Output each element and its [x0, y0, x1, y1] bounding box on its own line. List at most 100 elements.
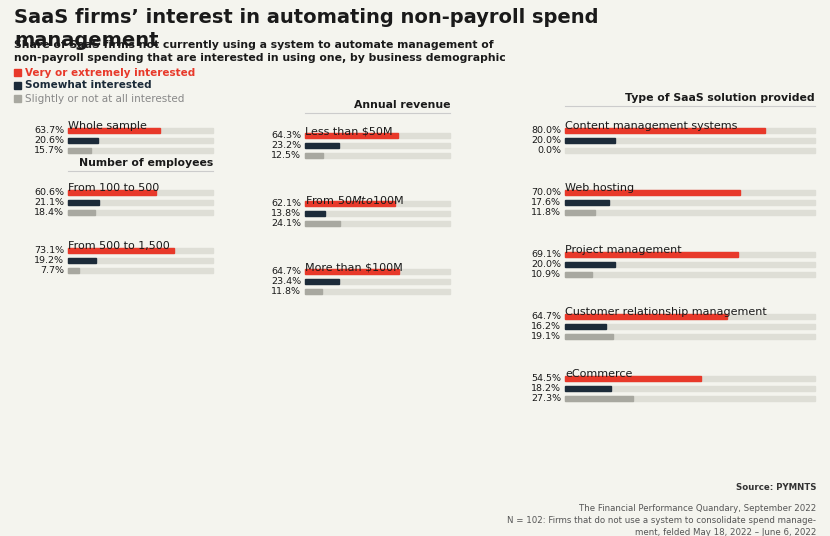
Text: From $50M to $100M: From $50M to $100M: [305, 194, 404, 206]
Text: Annual revenue: Annual revenue: [354, 100, 450, 110]
Bar: [68, 248, 213, 253]
Bar: [565, 190, 815, 195]
Bar: [68, 190, 156, 195]
Bar: [305, 279, 450, 284]
Text: Web hosting: Web hosting: [565, 183, 634, 193]
Bar: [565, 128, 765, 133]
Text: 11.8%: 11.8%: [531, 208, 561, 217]
Text: 17.6%: 17.6%: [531, 198, 561, 207]
Text: 23.2%: 23.2%: [271, 141, 301, 150]
Bar: [305, 289, 322, 294]
Text: 18.2%: 18.2%: [531, 384, 561, 393]
Bar: [68, 258, 213, 263]
Text: 19.2%: 19.2%: [34, 256, 64, 265]
Text: Less than $50M: Less than $50M: [305, 126, 393, 136]
Bar: [565, 262, 815, 267]
Bar: [305, 221, 450, 226]
Text: 10.9%: 10.9%: [531, 270, 561, 279]
Text: 64.3%: 64.3%: [271, 131, 301, 140]
Text: 18.4%: 18.4%: [34, 208, 64, 217]
Text: 64.7%: 64.7%: [531, 312, 561, 321]
Bar: [565, 272, 815, 277]
Text: From 500 to 1,500: From 500 to 1,500: [68, 241, 170, 251]
Bar: [565, 334, 613, 339]
Text: Somewhat interested: Somewhat interested: [25, 80, 152, 91]
Text: Share of SaaS firms not currently using a system to automate management of
non-p: Share of SaaS firms not currently using …: [14, 40, 505, 63]
Bar: [565, 334, 815, 339]
Text: 19.1%: 19.1%: [531, 332, 561, 341]
Bar: [305, 221, 340, 226]
Bar: [68, 248, 174, 253]
Text: 24.1%: 24.1%: [271, 219, 301, 228]
Bar: [565, 128, 815, 133]
Text: 69.1%: 69.1%: [531, 250, 561, 259]
Bar: [565, 386, 611, 391]
Bar: [14, 82, 21, 89]
Text: 27.3%: 27.3%: [531, 394, 561, 403]
Bar: [565, 190, 740, 195]
Bar: [305, 269, 450, 274]
Bar: [565, 314, 815, 319]
Bar: [565, 272, 593, 277]
Text: Number of employees: Number of employees: [79, 158, 213, 168]
Bar: [305, 269, 399, 274]
Bar: [565, 376, 815, 381]
Bar: [565, 262, 615, 267]
Bar: [14, 95, 21, 102]
Bar: [565, 314, 727, 319]
Bar: [565, 396, 815, 401]
Text: From 100 to 500: From 100 to 500: [68, 183, 159, 193]
Bar: [305, 153, 450, 158]
Text: 16.2%: 16.2%: [531, 322, 561, 331]
Text: 20.0%: 20.0%: [531, 260, 561, 269]
Bar: [305, 211, 450, 216]
Bar: [565, 376, 701, 381]
Bar: [305, 133, 450, 138]
Bar: [305, 133, 398, 138]
Bar: [565, 396, 633, 401]
Bar: [565, 252, 815, 257]
Bar: [305, 211, 325, 216]
Bar: [68, 200, 213, 205]
Text: Type of SaaS solution provided: Type of SaaS solution provided: [625, 93, 815, 103]
Bar: [68, 258, 95, 263]
Text: 60.6%: 60.6%: [34, 188, 64, 197]
Text: More than $100M: More than $100M: [305, 262, 403, 272]
Bar: [14, 69, 21, 76]
Bar: [565, 252, 738, 257]
Bar: [68, 128, 213, 133]
Bar: [305, 153, 323, 158]
Bar: [68, 210, 95, 215]
Text: eCommerce: eCommerce: [565, 369, 632, 379]
Text: The Financial Performance Quandary, September 2022
N = 102: Firms that do not us: The Financial Performance Quandary, Sept…: [507, 492, 816, 536]
Bar: [68, 138, 98, 143]
Text: Content management systems: Content management systems: [565, 121, 737, 131]
Text: 15.7%: 15.7%: [34, 146, 64, 155]
Text: 0.0%: 0.0%: [537, 146, 561, 155]
Text: 20.6%: 20.6%: [34, 136, 64, 145]
Text: 12.5%: 12.5%: [271, 151, 301, 160]
Bar: [68, 200, 99, 205]
Bar: [565, 210, 815, 215]
Bar: [305, 201, 450, 206]
Bar: [305, 289, 450, 294]
Text: 54.5%: 54.5%: [531, 374, 561, 383]
Text: 80.0%: 80.0%: [531, 126, 561, 135]
Text: Slightly or not at all interested: Slightly or not at all interested: [25, 93, 184, 103]
Bar: [305, 143, 339, 148]
Text: Very or extremely interested: Very or extremely interested: [25, 68, 195, 78]
Text: 63.7%: 63.7%: [34, 126, 64, 135]
Text: SaaS firms’ interest in automating non-payroll spend
management: SaaS firms’ interest in automating non-p…: [14, 8, 598, 50]
Bar: [565, 200, 609, 205]
Bar: [68, 138, 213, 143]
Text: 13.8%: 13.8%: [271, 209, 301, 218]
Bar: [68, 210, 213, 215]
Text: 23.4%: 23.4%: [271, 277, 301, 286]
Bar: [565, 138, 615, 143]
Text: 64.7%: 64.7%: [271, 267, 301, 276]
Bar: [565, 210, 594, 215]
Text: 11.8%: 11.8%: [271, 287, 301, 296]
Text: 73.1%: 73.1%: [34, 246, 64, 255]
Bar: [565, 200, 815, 205]
Text: Whole sample: Whole sample: [68, 121, 147, 131]
